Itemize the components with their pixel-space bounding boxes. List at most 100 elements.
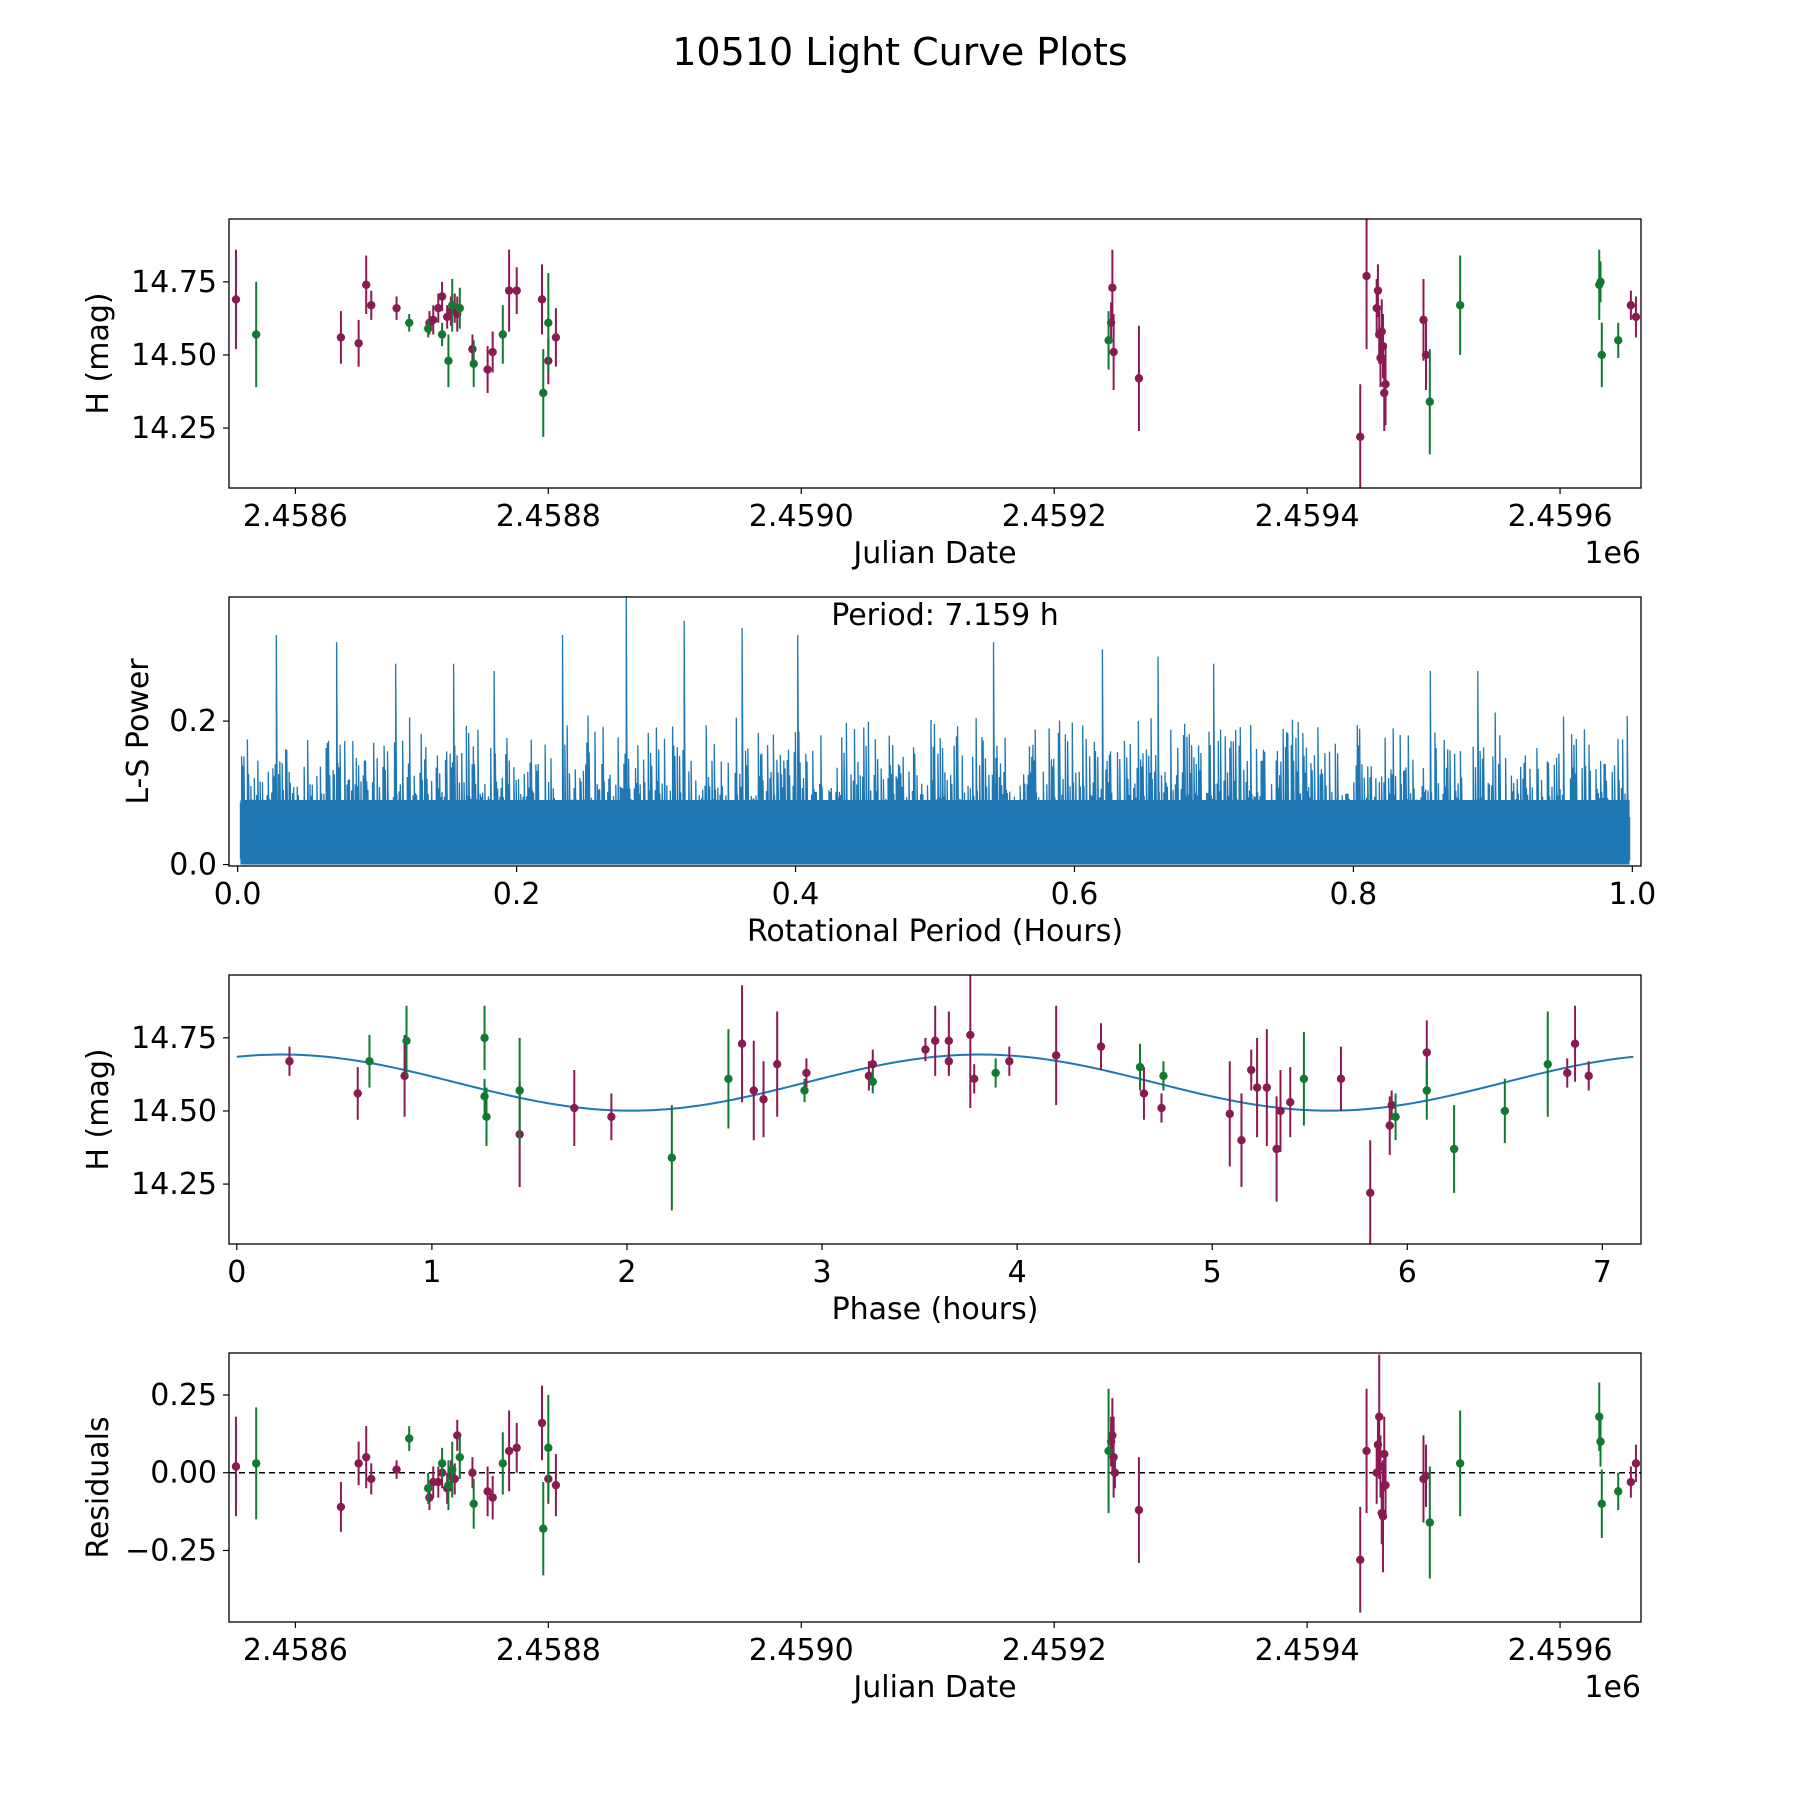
phase-point-green [1391,1112,1400,1122]
lc-point-green [405,318,414,327]
resid-point-red [362,1452,371,1462]
lc-point-green [423,324,433,333]
resid-y-tick-label: −0.25 [125,1533,217,1568]
lc-point-red [537,295,547,304]
figure-title: 10510 Light Curve Plots [672,30,1127,74]
phase-point-red [607,1112,616,1122]
resid-x-axis-label: Julian Date [851,1670,1016,1705]
phase-point-red [1139,1089,1149,1098]
phase-point-red [772,1059,782,1069]
phase-point-green [1299,1074,1309,1083]
phase-point-red [1366,1188,1375,1198]
lc-y-tick-label: 14.50 [131,338,217,373]
ls-x-tick-label: 0.6 [1051,877,1099,912]
resid-y-axis-label: Residuals [81,1416,116,1558]
resid-point-red [1356,1555,1365,1565]
phase-point-green [480,1033,489,1043]
resid-point-green [251,1459,261,1468]
ls-x-tick-label: 1.0 [1608,877,1656,912]
lc-point-green [544,318,553,327]
phase-point-green [482,1112,491,1122]
resid-point-red [354,1459,363,1468]
phase-y-tick-label: 14.75 [131,1021,217,1056]
resid-point-green [1104,1446,1113,1456]
phase-point-green [800,1086,809,1095]
lc-point-green [1425,397,1435,406]
lc-point-red [1356,432,1365,442]
resid-point-red [1110,1468,1120,1477]
phase-x-tick-label: 2 [617,1255,636,1290]
lc-point-red [434,303,443,313]
resid-point-green [1425,1518,1435,1527]
resid-point-green [498,1459,508,1468]
resid-point-green [539,1524,548,1533]
phase-point-green [1449,1144,1459,1154]
lc-point-red [1373,286,1383,295]
resid-point-red [512,1443,521,1453]
resid-point-green [1455,1459,1465,1468]
phase-point-red [285,1057,294,1066]
resid-point-red [1381,1480,1390,1490]
resid-point-red [1375,1412,1384,1421]
phase-x-tick-label: 6 [1398,1255,1417,1290]
lc-point-green [444,356,453,366]
resid-axes-frame [228,1352,1642,1623]
phase-point-red [759,1095,768,1104]
lc-point-red [512,286,521,295]
phase-point-red [1225,1109,1234,1119]
phase-point-red [749,1086,758,1095]
phase-point-green [515,1086,524,1095]
resid-point-green [1597,1499,1606,1509]
resid-point-red [468,1468,477,1477]
phase-point-red [868,1059,877,1069]
lc-point-red [468,344,477,354]
phase-point-red [1387,1100,1396,1110]
resid-x-tick-label: 2.4594 [1255,1633,1360,1668]
phase-point-red [1252,1083,1262,1092]
phase-point-green [365,1057,374,1066]
resid-point-green [444,1480,453,1490]
lc-point-red [1134,374,1144,383]
lc-point-green [1614,336,1623,345]
lc-point-red [551,333,561,342]
lc-x-tick-label: 2.4592 [1002,499,1107,534]
ls-axes-frame [228,596,1642,867]
resid-y-tick-label: 0.00 [150,1456,217,1491]
resid-point-green [1596,1437,1605,1446]
resid-x-tick-label: 2.4588 [496,1633,601,1668]
resid-point-green [544,1443,553,1453]
resid-point-red [1134,1505,1144,1515]
phase-point-red [1276,1106,1285,1116]
lc-y-tick-label: 14.75 [131,265,217,300]
resid-point-red [231,1462,241,1471]
phase-x-tick-label: 0 [227,1255,246,1290]
lc-point-red [504,286,514,295]
phase-point-red [1005,1057,1014,1066]
periodogram-line [239,596,1631,865]
resid-x-offset-label: 1e6 [1584,1670,1641,1705]
lc-y-axis-label: H (mag) [81,292,116,414]
phase-point-green [1543,1059,1552,1069]
lc-y-tick-label: 14.25 [131,411,217,446]
resid-point-red [483,1487,492,1496]
phase-point-red [944,1036,954,1045]
phase-x-tick-label: 5 [1203,1255,1222,1290]
resid-point-red [1631,1459,1641,1468]
lc-axes-frame [228,218,1642,489]
lc-point-red [483,365,492,374]
lc-point-red [429,315,438,325]
resid-point-green [423,1484,433,1493]
lc-x-axis-label: Julian Date [851,536,1016,571]
phase-x-tick-label: 7 [1593,1255,1612,1290]
ls-x-tick-label: 0.0 [214,877,262,912]
phase-point-green [667,1153,677,1162]
periodogram-panel: Rotational Period (Hours) L-S Power Peri… [121,596,1656,949]
lc-point-red [362,280,371,289]
lc-point-green [1596,277,1605,287]
lc-point-red [437,292,447,301]
resid-point-green [448,1465,457,1474]
phase-point-red [1247,1065,1256,1075]
lc-point-red [1109,347,1118,357]
phase-point-red [930,1036,940,1045]
